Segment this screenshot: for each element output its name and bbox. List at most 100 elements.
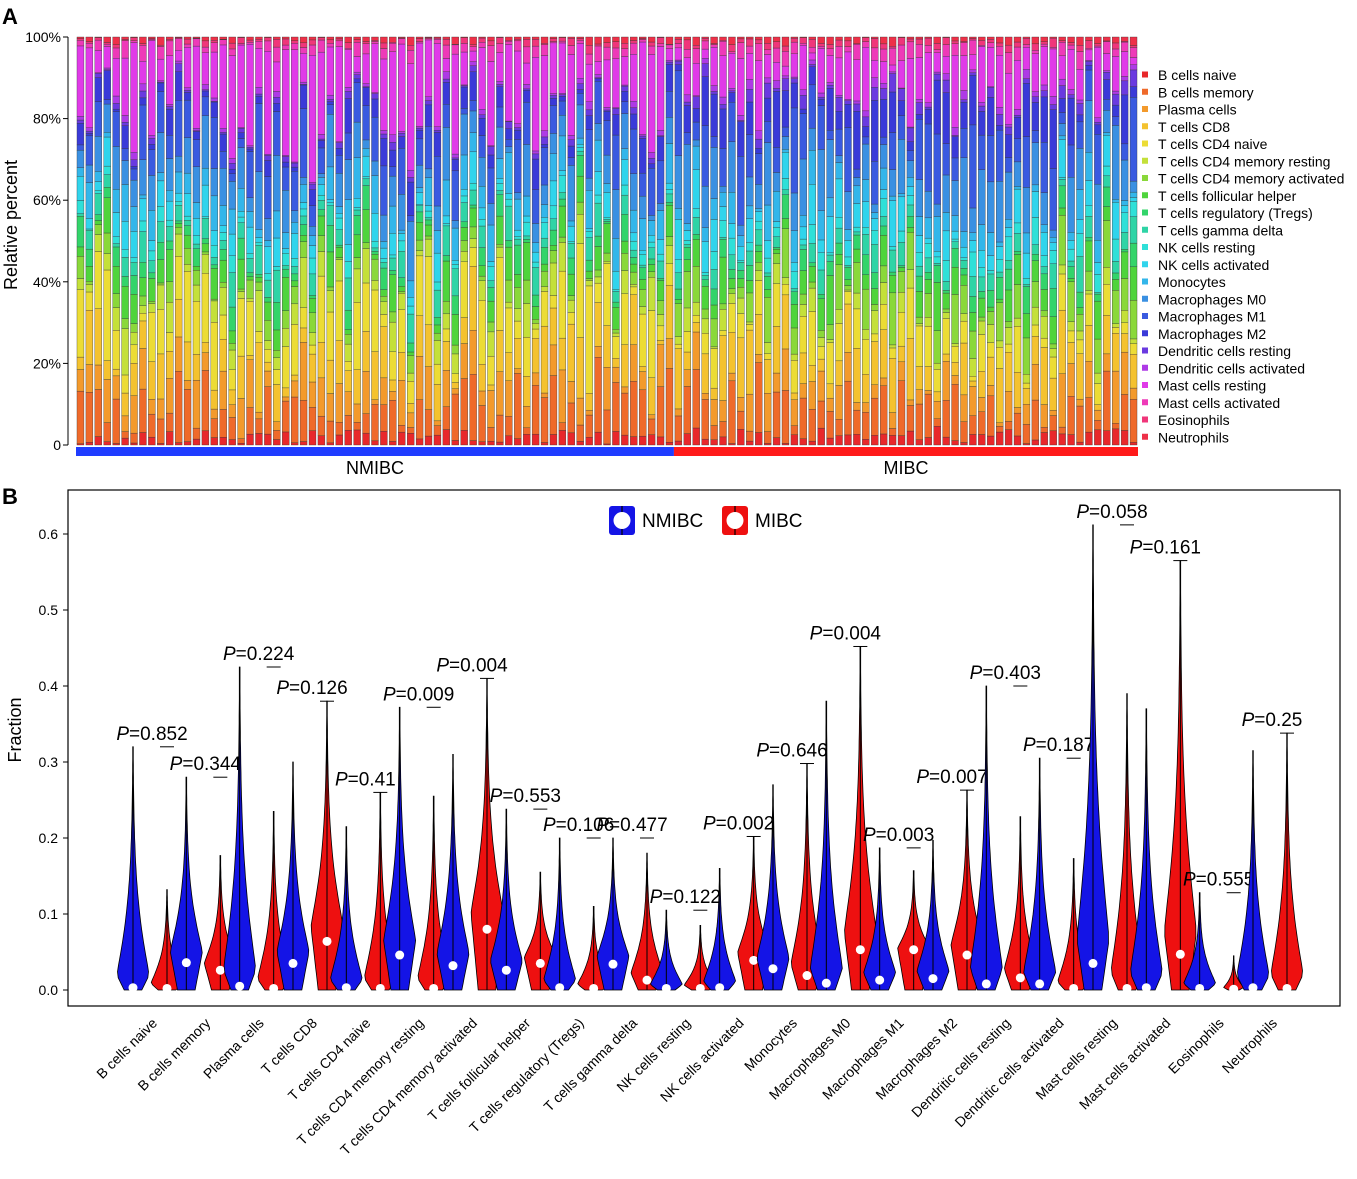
- bar-segment: [469, 46, 477, 52]
- bar-segment: [1031, 184, 1040, 192]
- bar-segment: [969, 38, 977, 41]
- bar-segment: [531, 323, 540, 330]
- bar-segment: [157, 418, 165, 444]
- sample-bar: [585, 36, 593, 446]
- bar-segment: [1094, 420, 1102, 431]
- bar-segment: [531, 242, 540, 253]
- bar-segment: [763, 97, 772, 122]
- bar-segment: [996, 426, 1004, 433]
- bar-segment: [201, 251, 210, 255]
- bar-segment: [112, 212, 120, 237]
- p-symbol: P: [170, 754, 183, 775]
- sample-bar: [844, 36, 852, 446]
- legend-label: Eosinophils: [1158, 412, 1230, 428]
- bar-segment: [371, 440, 379, 446]
- bar-segment: [1076, 441, 1084, 446]
- bar-segment: [344, 430, 352, 446]
- bar-segment: [85, 281, 94, 285]
- bar-segment: [398, 286, 406, 292]
- bar-segment: [299, 400, 308, 442]
- bar-segment: [1013, 222, 1022, 234]
- bar-segment: [433, 126, 442, 131]
- bar-segment: [1049, 96, 1057, 105]
- bar-segment: [585, 63, 593, 102]
- bar-segment: [94, 171, 102, 182]
- bar-segment: [460, 37, 468, 44]
- bar-segment: [174, 223, 183, 228]
- bar-segment: [647, 235, 656, 243]
- bar-segment: [621, 91, 629, 102]
- bar-segment: [996, 46, 1004, 56]
- bar-segment: [1013, 161, 1022, 187]
- bar-segment: [799, 215, 807, 228]
- bar-segment: [612, 238, 620, 272]
- bar-segment: [549, 153, 558, 182]
- bar-segment: [335, 244, 343, 248]
- sample-bar: [567, 36, 575, 446]
- bar-segment: [1022, 313, 1031, 339]
- bar-segment: [237, 288, 245, 292]
- bar-segment: [879, 282, 888, 305]
- bar-segment: [112, 375, 120, 400]
- bar-segment: [1120, 212, 1129, 233]
- bar-segment: [799, 293, 807, 305]
- bar-segment: [130, 257, 138, 263]
- bar-segment: [166, 135, 174, 159]
- bar-segment: [835, 254, 843, 265]
- bar-segment: [531, 150, 540, 155]
- bar-segment: [781, 348, 790, 391]
- bar-segment: [130, 166, 138, 170]
- median-dot: [642, 975, 652, 985]
- bar-segment: [630, 344, 638, 382]
- bar-segment: [1040, 43, 1048, 47]
- bar-segment: [719, 330, 727, 336]
- bar-segment: [1103, 99, 1111, 111]
- bar-segment: [308, 257, 317, 275]
- sample-bar: [1040, 36, 1048, 446]
- bar-segment: [290, 303, 299, 325]
- bar-segment: [219, 36, 227, 40]
- bar-segment: [924, 190, 932, 219]
- bar-segment: [201, 430, 210, 446]
- bar-segment: [157, 44, 165, 47]
- bar-segment: [433, 130, 442, 133]
- bar-segment: [317, 235, 326, 252]
- bar-segment: [772, 80, 781, 89]
- bar-segment: [1120, 251, 1129, 279]
- bar-segment: [1094, 36, 1102, 44]
- bar-segment: [755, 211, 763, 222]
- bar-segment: [1076, 330, 1084, 341]
- bar-segment: [264, 40, 272, 52]
- bar-segment: [719, 55, 727, 98]
- bar-segment: [719, 303, 727, 310]
- bar-segment: [692, 234, 700, 240]
- bar-segment: [451, 295, 459, 315]
- bar-segment: [844, 380, 852, 436]
- bar-segment: [844, 434, 852, 446]
- bar-segment: [201, 90, 210, 98]
- bar-segment: [460, 85, 468, 88]
- bar-segment: [647, 158, 656, 165]
- bar-segment: [960, 342, 968, 396]
- bar-segment: [496, 330, 504, 372]
- p-value: P=0.122: [650, 887, 721, 908]
- bar-segment: [326, 420, 335, 444]
- bar-segment: [888, 292, 897, 346]
- bar-segment: [540, 222, 549, 239]
- bar-segment: [514, 308, 522, 322]
- bar-segment: [424, 219, 433, 226]
- bar-segment: [647, 168, 656, 216]
- sample-bar: [174, 36, 183, 446]
- median-dot: [501, 965, 511, 975]
- bar-segment: [1040, 266, 1048, 275]
- bar-segment: [531, 261, 540, 268]
- bar-segment: [808, 224, 816, 244]
- bar-segment: [1004, 72, 1013, 125]
- bar-segment: [969, 207, 977, 233]
- bar-segment: [790, 41, 799, 55]
- bar-segment: [183, 36, 192, 40]
- bar-segment: [201, 238, 210, 245]
- bar-segment: [621, 214, 629, 242]
- bar-segment: [1049, 242, 1057, 251]
- bar-segment: [505, 301, 513, 309]
